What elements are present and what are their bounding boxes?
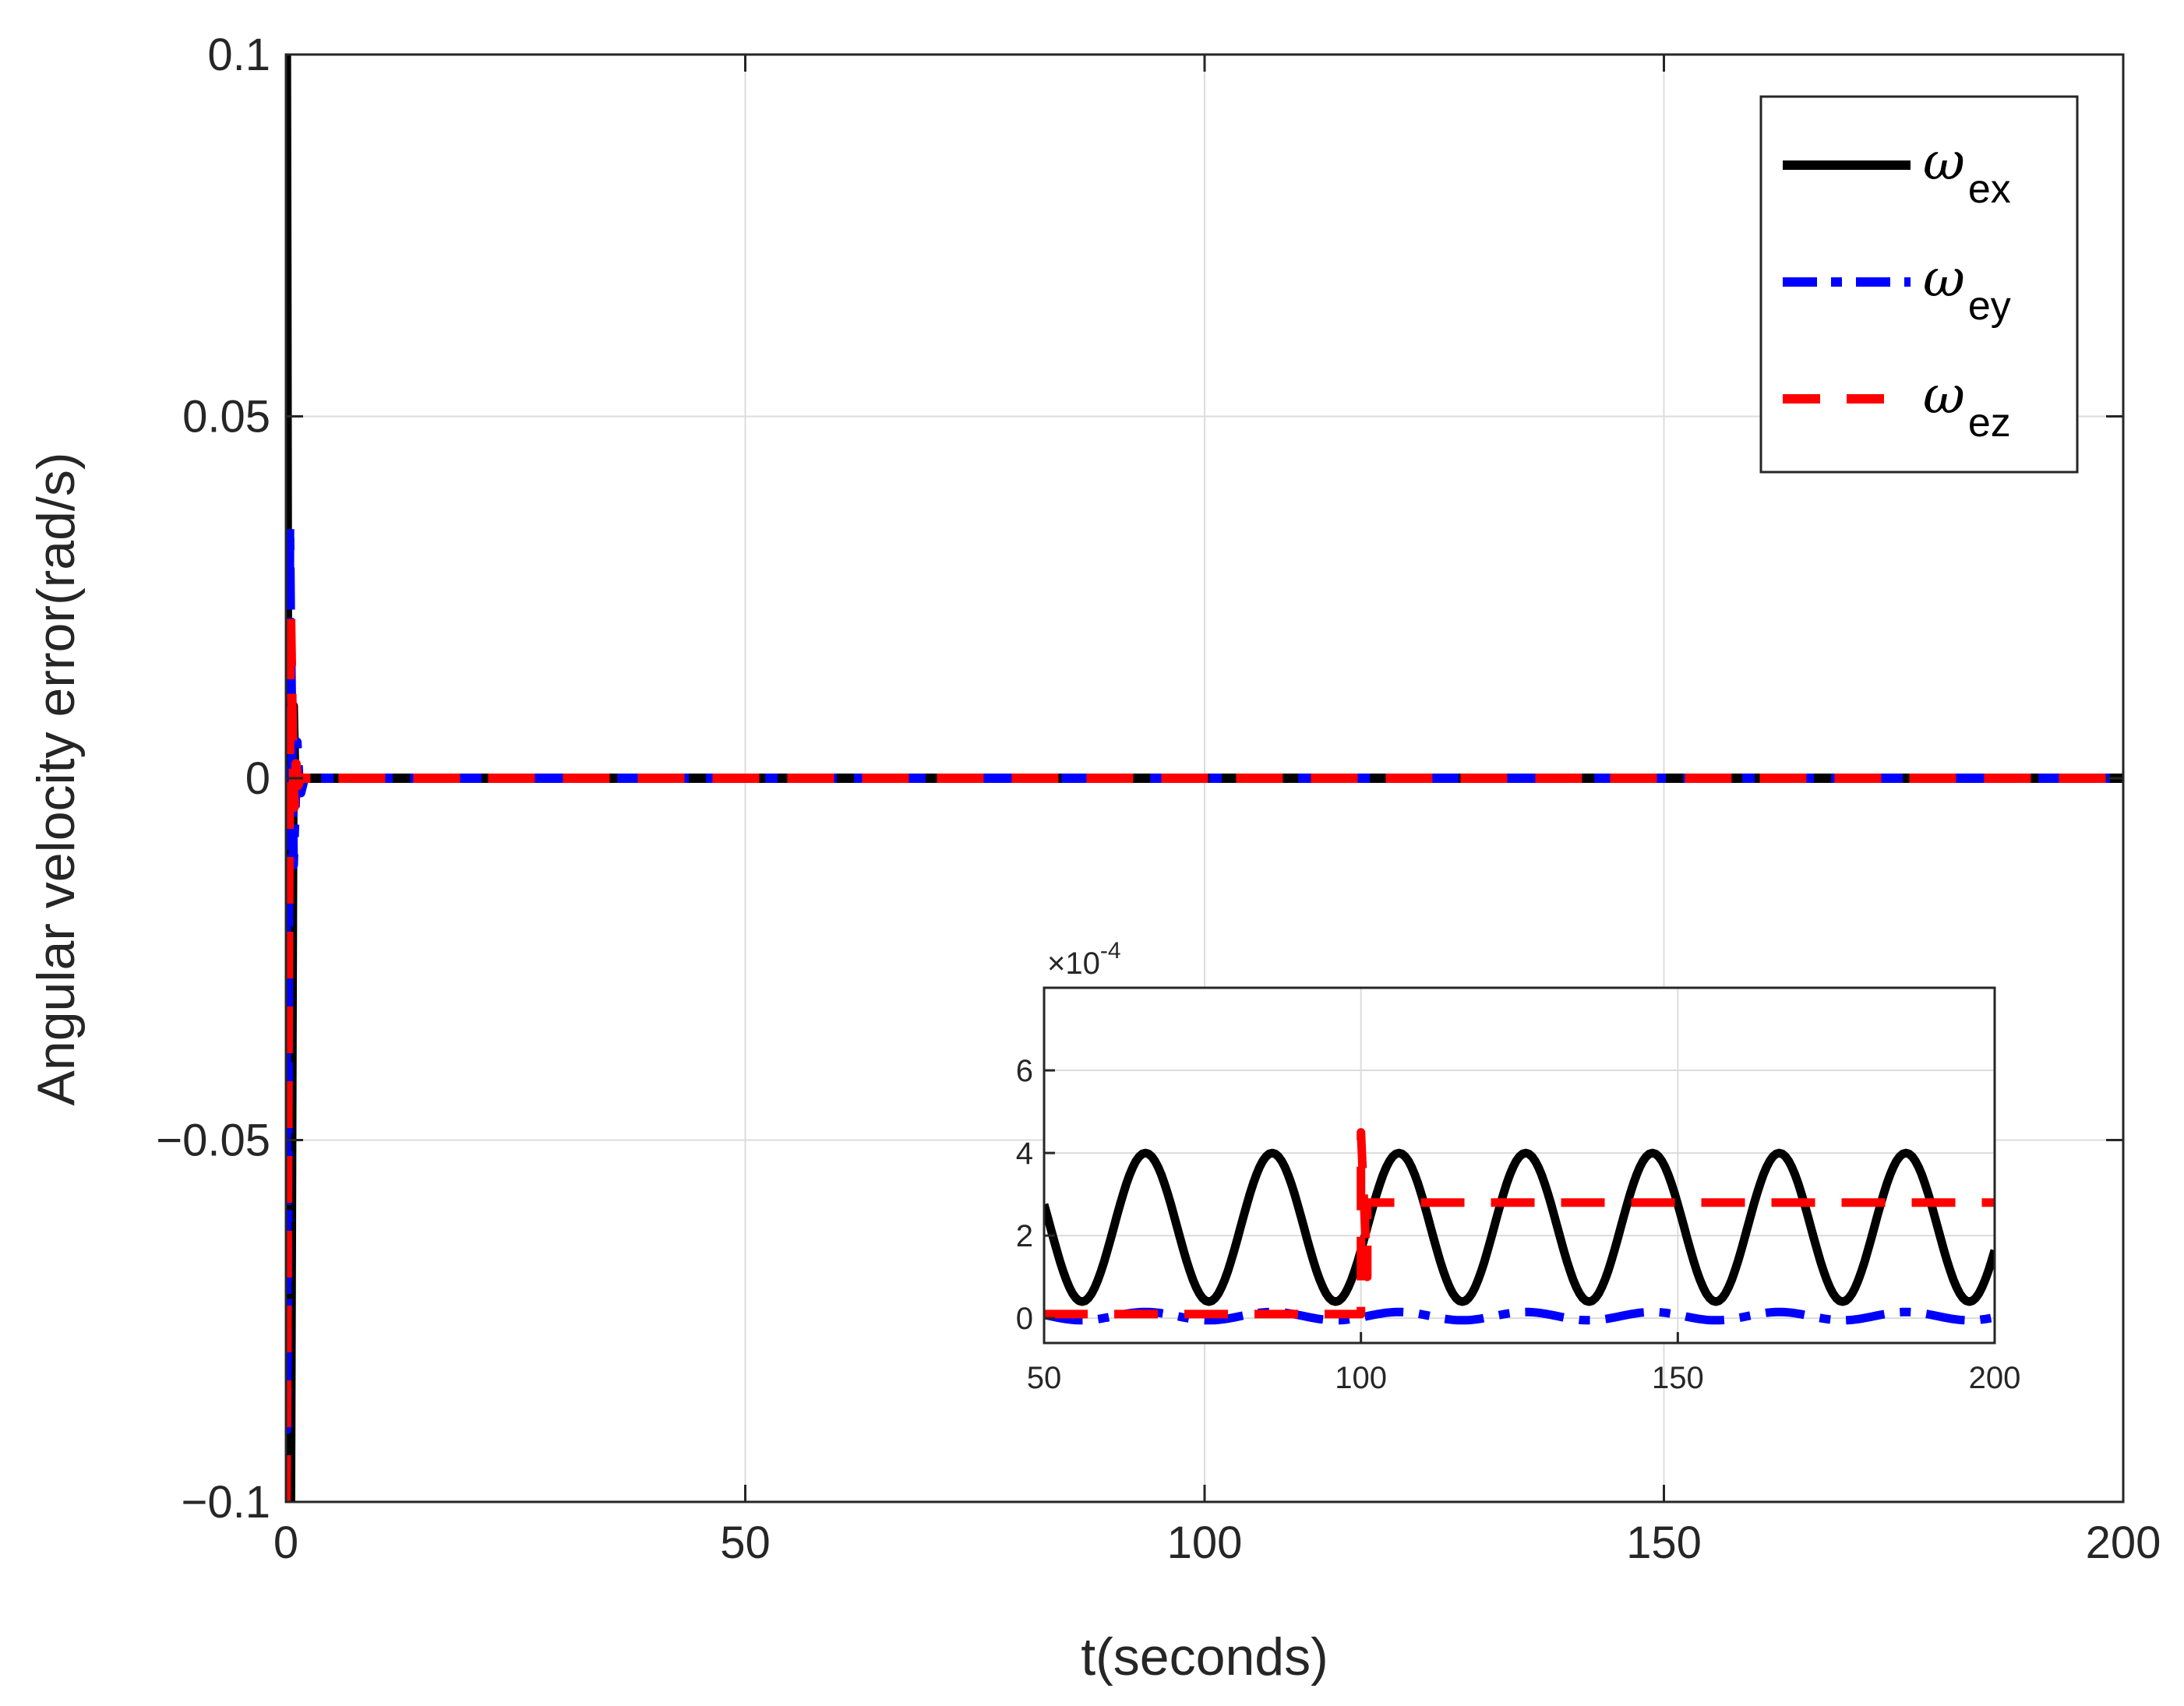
series-line-ez — [286, 607, 2123, 1502]
inset-y-tick-label: 4 — [1016, 1137, 1033, 1171]
y-tick-label: 0 — [245, 753, 270, 804]
inset-exponent-power: -4 — [1100, 938, 1121, 964]
inset-x-tick-label: 200 — [1969, 1361, 2021, 1395]
x-tick-label: 50 — [720, 1517, 771, 1568]
x-tick-label: 0 — [273, 1517, 298, 1568]
main-tick-labels: 0 50 100 150 200 0.1 0.05 0 −0.05 −0.1 — [156, 30, 2161, 1568]
inset-series-line — [1044, 1128, 1995, 1319]
inset-axes: 50 100 150 200 0 2 4 6 ×10-4 — [1016, 938, 2021, 1395]
x-tick-label: 150 — [1626, 1517, 1702, 1568]
legend-label-ex: ωex — [1923, 132, 2011, 212]
inset-tick-labels: 50 100 150 200 0 2 4 6 — [1016, 1054, 2021, 1395]
legend-symbol: ω — [1923, 365, 1965, 425]
y-tick-label: −0.1 — [182, 1477, 271, 1528]
y-tick-label: 0.1 — [207, 30, 270, 80]
x-axis-label: t(seconds) — [1081, 1627, 1328, 1687]
main-series — [286, 55, 2123, 1502]
legend-label-ey: ωey — [1923, 248, 2011, 329]
inset-y-tick-label: 0 — [1016, 1302, 1033, 1336]
legend-label-ez: ωez — [1923, 365, 2011, 446]
inset-x-tick-label: 50 — [1027, 1361, 1062, 1395]
inset-exponent-base: ×10 — [1047, 946, 1100, 981]
legend-symbol: ω — [1923, 132, 1965, 192]
main-axes-frame — [284, 53, 2125, 1503]
y-tick-label: 0.05 — [182, 392, 270, 442]
series-line-ey — [286, 520, 2123, 1435]
legend-subscript: ez — [1968, 400, 2011, 446]
inset-axes-frame — [1043, 986, 1996, 1345]
y-tick-label: −0.05 — [156, 1116, 270, 1166]
y-axis-label: Angular velocity error(rad/s) — [26, 453, 86, 1106]
inset-y-tick-label: 6 — [1016, 1054, 1033, 1088]
legend-symbol: ω — [1923, 248, 1965, 308]
inset-plot-area — [1044, 988, 1995, 1343]
x-tick-label: 100 — [1167, 1517, 1243, 1568]
inset-series — [1044, 1128, 1995, 1325]
inset-x-tick-label: 100 — [1335, 1361, 1387, 1395]
inset-series-line — [1044, 1148, 1995, 1306]
legend-subscript: ey — [1968, 284, 2011, 329]
x-tick-label: 200 — [2086, 1517, 2161, 1568]
inset-exponent-label: ×10-4 — [1047, 938, 1121, 981]
legend-subscript: ex — [1968, 167, 2011, 212]
inset-x-tick-label: 150 — [1652, 1361, 1704, 1395]
inset-y-tick-label: 2 — [1016, 1219, 1033, 1253]
